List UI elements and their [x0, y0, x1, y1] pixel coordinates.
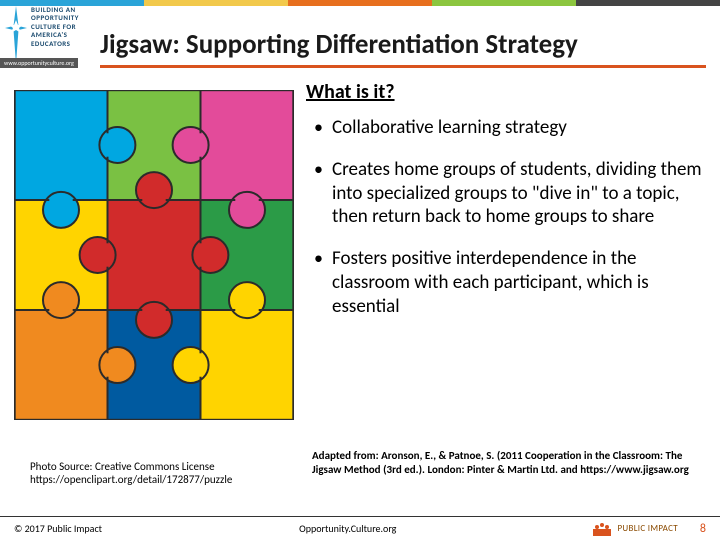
- bullet-item: Creates home groups of students, dividin…: [306, 158, 702, 229]
- top-color-stripe: [0, 0, 720, 6]
- title-bar: Jigsaw: Supporting Differentiation Strat…: [100, 28, 706, 68]
- adapted-link[interactable]: https://www.jigsaw.org: [580, 463, 689, 476]
- footer-bar: © 2017 Public Impact Opportunity.Culture…: [0, 516, 720, 540]
- copyright: © 2017 Public Impact: [14, 522, 102, 535]
- badge-text: BUILDING ANOPPORTUNITYCULTURE FORAMERICA…: [28, 6, 79, 66]
- adapted-from-citation: Adapted from: Aronson, E., & Patnoe, S. …: [312, 449, 690, 477]
- photo-source-link[interactable]: https://openclipart.org/detail/172877/pu…: [30, 473, 232, 486]
- public-impact-text: PUBLIC IMPACT: [617, 523, 677, 534]
- bullet-item: Fosters positive interdependence in the …: [306, 247, 702, 318]
- footer-center-url: Opportunity.Culture.org: [102, 522, 593, 535]
- bullet-list: Collaborative learning strategy Creates h…: [306, 116, 702, 318]
- photo-source-caption: Photo Source: Creative Commons License h…: [30, 460, 232, 486]
- badge-url: www.opportunityculture.org: [0, 58, 78, 68]
- slide-title: Jigsaw: Supporting Differentiation Strat…: [100, 28, 706, 61]
- photo-source-line1: Photo Source: Creative Commons License: [30, 460, 232, 473]
- content-area: What is it? Collaborative learning strat…: [306, 80, 702, 336]
- handprint-icon: [593, 522, 611, 536]
- star-icon: [5, 6, 27, 64]
- public-impact-logo: PUBLIC IMPACT: [593, 522, 677, 536]
- opportunity-culture-badge: BUILDING ANOPPORTUNITYCULTURE FORAMERICA…: [4, 6, 94, 66]
- page-number: 8: [700, 522, 706, 536]
- jigsaw-puzzle-image: [14, 90, 294, 420]
- subheading: What is it?: [306, 80, 702, 104]
- bullet-item: Collaborative learning strategy: [306, 116, 702, 140]
